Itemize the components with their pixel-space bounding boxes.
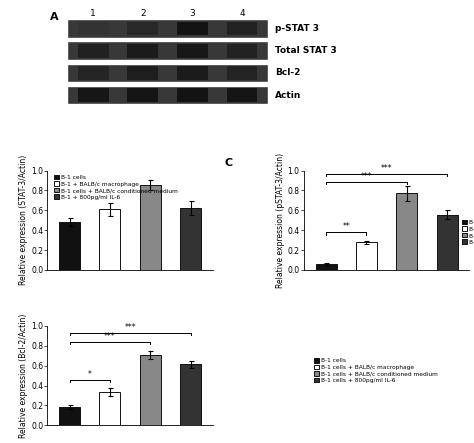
Bar [128,44,158,58]
Text: A: A [49,12,58,22]
Legend: B-1 cells, B-1 cells + BALB/c macrophage, B-1 cells + BALB/c conditioned medium,: B-1 cells, B-1 cells + BALB/c macrophage… [459,218,474,247]
Text: ***: *** [381,163,392,173]
Bar [177,22,208,35]
Bar [316,264,337,270]
Text: ***: *** [124,323,136,332]
Y-axis label: Relative expression (pSTAT-3/Actin): Relative expression (pSTAT-3/Actin) [276,153,285,288]
Bar [78,44,109,58]
Bar [356,242,377,270]
Bar [100,392,120,425]
Bar [128,88,158,102]
Bar [396,194,417,270]
Bar [69,43,267,59]
Bar [227,44,257,58]
Bar [177,66,208,80]
Text: 1: 1 [91,9,96,18]
Text: **: ** [342,222,350,231]
Bar [227,22,257,35]
Bar [140,185,161,270]
Bar [69,87,267,103]
Bar [59,222,80,270]
Bar [227,66,257,80]
Text: Total STAT 3: Total STAT 3 [275,46,337,55]
Bar [128,22,158,35]
Bar [437,215,457,270]
Text: Actin: Actin [275,91,301,100]
Bar [78,66,109,80]
Bar [227,88,257,102]
Bar [140,355,161,425]
Bar [128,66,158,80]
Text: 2: 2 [140,9,146,18]
Bar [180,208,201,270]
Text: 3: 3 [190,9,195,18]
Bar [177,44,208,58]
Text: p-STAT 3: p-STAT 3 [275,24,319,33]
Bar [78,88,109,102]
Text: 4: 4 [239,9,245,18]
Text: ***: *** [361,171,372,180]
Bar [59,407,80,425]
Y-axis label: Relative expression (Bcl-2/Actin): Relative expression (Bcl-2/Actin) [19,313,28,438]
Legend: B-1 cells, B-1 cells + BALB/c macrophage, B-1 cells + BALB/c conditioned medium,: B-1 cells, B-1 cells + BALB/c macrophage… [312,356,441,385]
Bar [69,20,267,37]
Bar [100,210,120,270]
Text: Bcl-2: Bcl-2 [275,68,301,78]
Text: *: * [88,369,91,379]
Bar [180,364,201,425]
Y-axis label: Relative expression (STAT-3/Actin): Relative expression (STAT-3/Actin) [19,155,28,285]
Bar [177,88,208,102]
Bar [69,65,267,81]
Bar [78,22,109,35]
Legend: B-1 cells, B-1 + BALB/c macrophage, B-1 cells + BALB/c conditioned medium, B-1 +: B-1 cells, B-1 + BALB/c macrophage, B-1 … [52,172,180,202]
Text: C: C [224,158,233,167]
Text: ***: *** [104,332,116,341]
